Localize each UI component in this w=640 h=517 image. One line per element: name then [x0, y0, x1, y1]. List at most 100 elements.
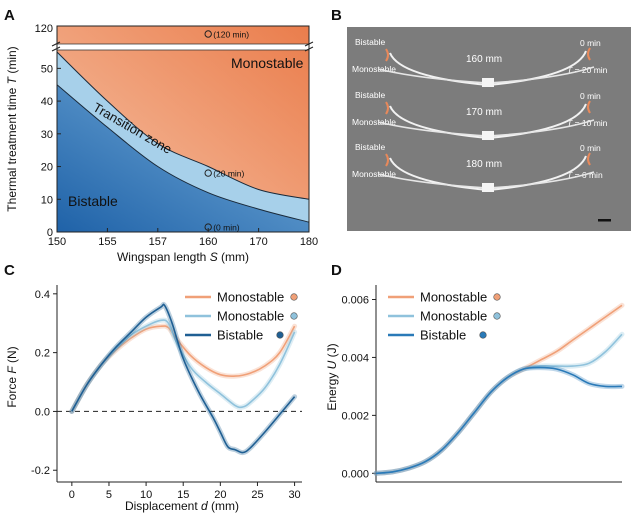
time-label-treatment: T = 6 min — [567, 170, 603, 180]
x-tick-label: 20 — [214, 489, 226, 501]
state-point-label: (0 min) — [213, 223, 240, 233]
legend-label: Bistable — [420, 328, 466, 343]
axis-break-mark-right — [304, 41, 314, 52]
legend: Monostable Monostable Bistable — [388, 290, 501, 343]
photo-row: Bistable Monostable 180 mm 0 min T = 6 min — [352, 142, 603, 192]
time-label-treatment: T = 20 min — [567, 65, 608, 75]
x-tick-label: 15 — [177, 489, 189, 501]
axis-break-mark-left — [51, 41, 61, 52]
legend-label: Bistable — [217, 328, 263, 343]
region-label-bistable: Bistable — [68, 193, 118, 209]
panel-letter-c: C — [4, 262, 15, 279]
y-tick-label: 0.006 — [341, 294, 369, 306]
state-label-bistable: Bistable — [355, 90, 386, 100]
x-tick-label: 170 — [249, 236, 267, 248]
time-label-zero: 0 min — [580, 143, 601, 153]
y-axis-label-c: Force F (N) — [5, 346, 19, 407]
time-label-zero: 0 min — [580, 38, 601, 48]
x-tick-label: 160 — [199, 236, 217, 248]
legend-marker — [290, 312, 298, 320]
series-band — [373, 331, 625, 476]
legend-marker — [493, 312, 501, 320]
state-label-bistable: Bistable — [355, 142, 386, 152]
x-tick-label: 180 — [300, 236, 318, 248]
legend-label: Monostable — [217, 309, 284, 324]
panel-letter-a: A — [4, 7, 15, 24]
wingspan-length-label: 170 mm — [466, 107, 502, 118]
y-tick-label: 30 — [41, 129, 53, 141]
y-tick-label: -0.2 — [31, 465, 50, 477]
strip-clamp — [482, 183, 494, 192]
photo-background — [347, 27, 631, 231]
strip-clamp — [482, 131, 494, 140]
x-tick-label: 25 — [251, 489, 263, 501]
series-line — [71, 303, 296, 454]
state-label-monostable: Monostable — [352, 64, 396, 74]
y-tick-label: 0.0 — [35, 406, 50, 418]
x-tick-label: 10 — [140, 489, 152, 501]
series-line — [375, 333, 623, 475]
panel-letter-b: B — [331, 7, 342, 24]
strip-end-right — [587, 152, 591, 166]
strip-end-left — [385, 153, 389, 167]
x-axis-label-c: Displacement d (mm) — [125, 499, 239, 513]
photo-row: Bistable Monostable 160 mm 0 min T = 20 min — [352, 37, 608, 87]
y-tick-label-break: 120 — [35, 23, 53, 35]
photo-row: Bistable Monostable 170 mm 0 min T = 10 min — [352, 90, 608, 140]
strip-end-left — [385, 101, 389, 115]
time-label-treatment: T = 10 min — [567, 118, 608, 128]
series-line — [375, 366, 623, 475]
x-tick-label: 30 — [288, 489, 300, 501]
region-label-monostable: Monostable — [231, 55, 304, 71]
y-tick-label: 40 — [41, 96, 53, 108]
bistable-region — [57, 84, 309, 232]
axis-break-band — [57, 44, 309, 50]
x-tick-label: 157 — [149, 236, 167, 248]
time-label-zero: 0 min — [580, 91, 601, 101]
state-point-label: (20 min) — [213, 169, 244, 179]
strip-end-right — [587, 100, 591, 114]
wingspan-length-label: 160 mm — [466, 54, 502, 65]
x-tick-label: 150 — [48, 236, 66, 248]
legend-marker — [290, 293, 298, 301]
y-tick-label: 0.004 — [341, 352, 369, 364]
strip-end-left — [385, 48, 389, 62]
strip-end-right — [587, 47, 591, 61]
y-tick-label: 0.2 — [35, 348, 50, 360]
legend-label: Monostable — [420, 309, 487, 324]
series-line — [71, 319, 296, 412]
state-label-monostable: Monostable — [352, 117, 396, 127]
y-tick-label: 0.4 — [35, 289, 50, 301]
series-line — [375, 304, 623, 475]
y-tick-label: 0.000 — [341, 468, 369, 480]
legend: Monostable Monostable Bistable — [185, 290, 298, 343]
strip-clamp — [482, 78, 494, 87]
state-point-marker — [204, 30, 212, 38]
legend-marker — [276, 331, 284, 339]
y-tick-label: 20 — [41, 162, 53, 174]
state-point-label: (120 min) — [213, 30, 249, 40]
x-tick-label: 5 — [106, 489, 112, 501]
y-tick-label: 0.002 — [341, 410, 369, 422]
force-displacement-panel: -0.20.00.20.40 5 10 15 20 25 30MonostableMonos… — [5, 285, 302, 513]
upper-boundary-line — [57, 51, 309, 200]
y-tick-label: 50 — [41, 63, 53, 75]
state-label-monostable: Monostable — [352, 169, 396, 179]
x-tick-label: 155 — [98, 236, 116, 248]
state-label-bistable: Bistable — [355, 37, 386, 47]
panel-letter-d: D — [331, 262, 342, 279]
legend-marker — [493, 293, 501, 301]
state-point-marker — [204, 169, 212, 177]
x-tick-label: 0 — [69, 489, 75, 501]
scale-bar — [598, 219, 611, 222]
lower-boundary-line — [57, 84, 309, 223]
wingspan-length-label: 180 mm — [466, 159, 502, 170]
legend-label: Monostable — [217, 290, 284, 305]
legend-label: Monostable — [420, 290, 487, 305]
y-axis-label-d: Energy U (J) — [325, 343, 339, 410]
legend-marker — [479, 331, 487, 339]
plot-frame-a — [56, 25, 310, 233]
